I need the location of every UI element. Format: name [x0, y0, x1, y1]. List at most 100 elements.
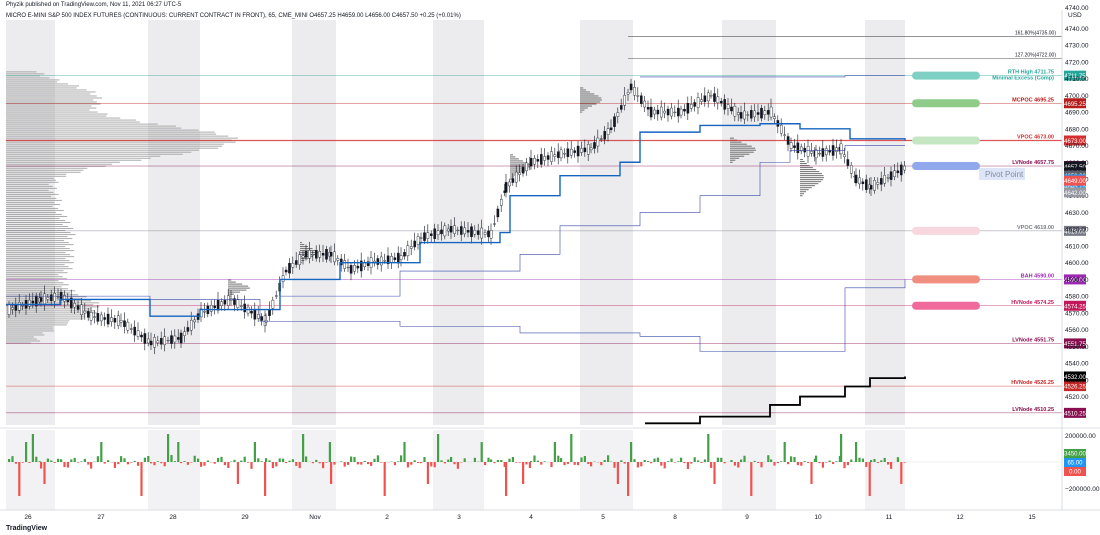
price-tag-label: 4695.25	[1064, 102, 1086, 108]
delta-bar	[367, 462, 370, 465]
price-axis-tick: 4600.00	[1065, 260, 1089, 267]
candle-body	[76, 305, 80, 310]
delta-bar	[295, 462, 298, 466]
delta-bar	[383, 462, 386, 496]
candle-body	[633, 86, 636, 96]
delta-bar	[443, 462, 446, 464]
candle-body	[780, 124, 783, 134]
delta-bar	[240, 460, 243, 462]
candle-body	[304, 251, 308, 258]
delta-bar	[180, 462, 183, 464]
delta-bar	[838, 455, 841, 462]
price-level-label: MCPOC 4695.25	[1012, 97, 1054, 103]
delta-bar	[560, 458, 563, 462]
delta-tag	[1064, 458, 1086, 467]
published-by: Phyzik published on TradingView.com, Nov…	[6, 2, 182, 8]
volume-profile-bar	[6, 217, 60, 219]
delta-bar	[50, 460, 53, 462]
delta-bar	[203, 462, 206, 466]
volume-profile-bar	[6, 213, 62, 215]
candle-body	[543, 156, 546, 161]
session-profile-bar	[730, 151, 754, 153]
delta-bar	[190, 462, 193, 463]
delta-bar	[620, 460, 623, 462]
time-axis-label: 12	[956, 514, 964, 521]
volume-profile-bar	[6, 244, 74, 246]
delta-bar	[868, 462, 871, 496]
candle-body	[500, 199, 503, 206]
volume-profile-bar	[6, 342, 31, 344]
candle-body	[410, 246, 413, 249]
candle-body	[529, 158, 533, 167]
candle-body	[397, 252, 400, 264]
volume-profile-bar	[6, 135, 229, 137]
candle-body	[257, 314, 260, 319]
delta-bar	[667, 461, 670, 462]
price-level-label: HVNode 4526.25	[1011, 380, 1054, 386]
price-tag-label: 4510.25	[1064, 411, 1086, 417]
session-profile-bar	[510, 166, 530, 168]
session-profile-bar	[800, 177, 824, 179]
candle-body	[783, 134, 786, 136]
candle-body	[308, 250, 311, 259]
candle-body	[298, 254, 302, 265]
session-profile-bar	[800, 189, 809, 191]
delta-bar	[821, 462, 824, 468]
delta-bar	[873, 459, 876, 462]
volume-profile-bar	[6, 226, 68, 228]
delta-bar	[543, 461, 546, 462]
delta-bar	[147, 455, 150, 462]
session-profile-bar	[510, 162, 527, 164]
delta-bar	[580, 457, 583, 462]
delta-bar	[373, 458, 376, 462]
delta-bar	[613, 462, 616, 468]
candle-body	[103, 317, 106, 320]
candle-body	[380, 256, 383, 266]
delta-bar	[8, 459, 11, 462]
candle-body	[146, 338, 150, 344]
candle-body	[189, 319, 193, 331]
delta-bar	[167, 434, 170, 462]
delta-bar	[35, 456, 38, 462]
delta-bar	[100, 442, 103, 462]
volume-profile-bar	[6, 312, 97, 314]
delta-bar	[583, 456, 586, 462]
candle-body	[550, 151, 553, 162]
session-profile-bar	[228, 289, 247, 291]
delta-bar	[536, 460, 539, 462]
delta-bar	[53, 462, 56, 463]
delta-bar	[832, 462, 835, 464]
volume-profile-bar	[6, 149, 200, 151]
candle-body	[346, 266, 350, 269]
delta-bar	[484, 462, 487, 466]
candle-body	[730, 106, 733, 112]
candle-body	[119, 320, 123, 323]
delta-bar	[767, 455, 770, 462]
candle-body	[440, 229, 443, 235]
candle-body	[663, 110, 666, 114]
session-profile-bar	[228, 291, 240, 293]
candle-body	[203, 311, 206, 313]
candle-body	[786, 136, 790, 145]
delta-bar	[716, 457, 719, 462]
time-axis-label: 27	[97, 514, 105, 521]
candle-body	[573, 150, 576, 153]
delta-bar	[740, 459, 743, 462]
delta-bar	[236, 462, 239, 484]
session-profile-bar	[800, 161, 805, 163]
volume-profile-bar	[6, 282, 64, 284]
candle-body	[566, 148, 570, 157]
session-profile-bar	[300, 260, 305, 262]
volume-profile-bar	[6, 107, 97, 109]
price-tag	[1064, 70, 1086, 81]
delta-bar	[347, 462, 350, 465]
volume-profile-bar	[6, 330, 55, 332]
volume-profile-bar	[6, 209, 64, 211]
candle-body	[271, 299, 275, 309]
delta-bar	[170, 455, 173, 462]
candle-body	[886, 177, 890, 179]
candle-body	[186, 327, 190, 332]
session-profile-bar	[580, 103, 597, 105]
volume-profile-bar	[6, 222, 71, 223]
